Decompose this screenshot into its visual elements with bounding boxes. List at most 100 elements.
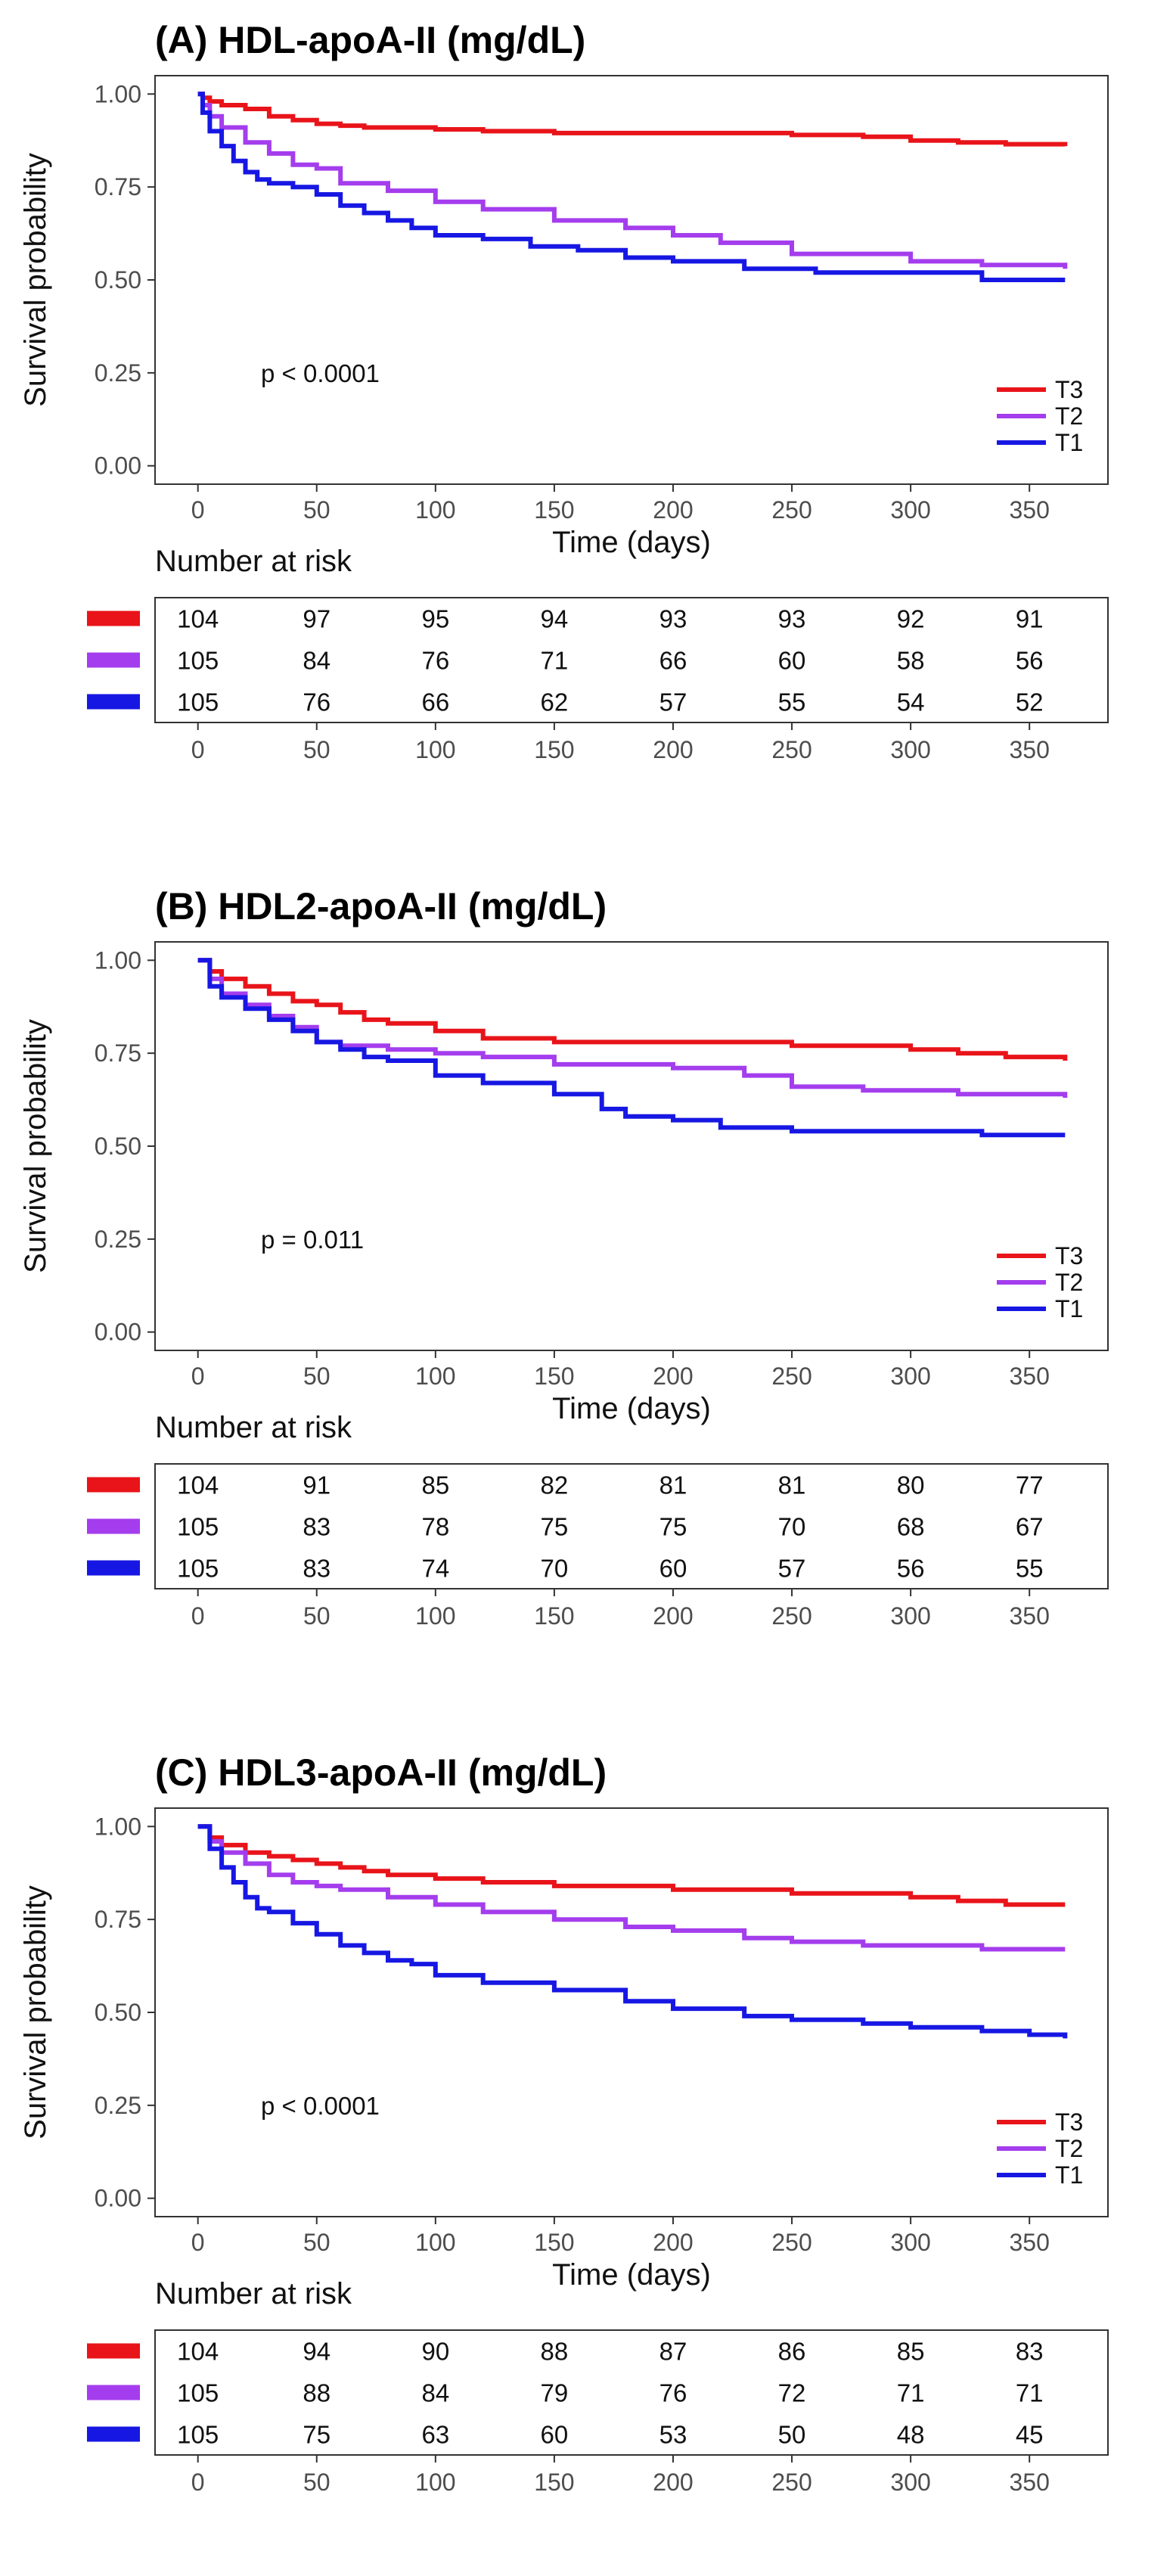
risk-row-color-T1 — [87, 694, 140, 710]
risk-cell: 105 — [177, 647, 219, 675]
risk-cell: 78 — [421, 1513, 449, 1541]
risk-cell: 105 — [177, 1555, 219, 1583]
x-tick-label: 50 — [303, 496, 330, 524]
km-panel-0: (A) HDL-apoA-II (mg/dL) 0.00 0.25 0.50 0.75 1… — [19, 19, 1109, 763]
risk-cell: 94 — [541, 605, 569, 633]
y-tick-label: 1.00 — [95, 80, 141, 107]
risk-row-color-T1 — [87, 2426, 140, 2442]
x-tick-label: 250 — [771, 496, 811, 524]
x-tick-label: 0 — [191, 2229, 205, 2256]
x-tick-label: 0 — [191, 1363, 205, 1390]
x-tick-label: 100 — [415, 1363, 455, 1390]
risk-cell: 70 — [778, 1513, 806, 1541]
x-tick-label: 300 — [890, 2229, 930, 2256]
risk-cell: 55 — [1016, 1555, 1044, 1583]
risk-cell: 97 — [303, 605, 330, 633]
y-tick-label: 0.50 — [95, 1133, 141, 1160]
risk-table-title: Number at risk — [155, 1411, 352, 1444]
y-tick-label: 0.25 — [95, 1226, 141, 1253]
p-value-annotation: p < 0.0001 — [261, 2092, 380, 2120]
y-tick-label: 0.50 — [95, 1999, 141, 2026]
curves — [197, 92, 1068, 282]
x-tick-label: 350 — [1009, 496, 1049, 524]
y-axis-title: Survival probability — [19, 1019, 52, 1273]
x-tick-label: 250 — [771, 1363, 811, 1390]
risk-cell: 70 — [541, 1555, 569, 1583]
risk-cell: 83 — [303, 1513, 330, 1541]
x-axis-title: Time (days) — [552, 526, 711, 559]
risk-cell: 62 — [541, 688, 569, 716]
risk-cell: 66 — [659, 647, 687, 675]
risk-table-title: Number at risk — [155, 2277, 352, 2310]
risk-cell: 72 — [778, 2379, 806, 2407]
x-tick-label: 250 — [771, 2229, 811, 2256]
risk-cell: 94 — [303, 2338, 330, 2366]
risk-cell: 85 — [897, 2338, 925, 2366]
y-tick-label: 0.75 — [95, 173, 141, 200]
risk-cell: 83 — [303, 1555, 330, 1583]
survival-curve-T2 — [197, 1824, 1066, 1952]
risk-cell: 91 — [303, 1471, 330, 1499]
legend-label-T1: T1 — [1055, 1295, 1083, 1322]
y-tick-label: 0.00 — [95, 1319, 141, 1346]
x-tick-label: 350 — [1009, 1363, 1049, 1390]
risk-x-tick-label: 200 — [653, 2469, 693, 2496]
risk-cell: 91 — [1016, 605, 1044, 633]
risk-cell: 85 — [421, 1471, 449, 1499]
risk-cell: 105 — [177, 2379, 219, 2407]
risk-cell: 93 — [659, 605, 687, 633]
y-tick-label: 0.25 — [95, 359, 141, 387]
risk-x-tick-label: 0 — [191, 736, 205, 763]
risk-cell: 77 — [1016, 1471, 1044, 1499]
risk-cell: 79 — [541, 2379, 569, 2407]
x-tick-label: 100 — [415, 496, 455, 524]
risk-cell: 90 — [421, 2338, 449, 2366]
risk-table-title: Number at risk — [155, 545, 352, 578]
legend-label-T3: T3 — [1055, 2108, 1083, 2136]
y-tick-label: 1.00 — [95, 946, 141, 974]
survival-curve-T1 — [197, 1824, 1068, 2039]
p-value-annotation: p < 0.0001 — [261, 359, 380, 387]
x-tick-label: 350 — [1009, 2229, 1049, 2256]
risk-cell: 48 — [897, 2421, 925, 2449]
survival-curve-T3 — [197, 1824, 1066, 1907]
risk-cell: 93 — [778, 605, 806, 633]
y-tick-label: 1.00 — [95, 1813, 141, 1840]
risk-cell: 57 — [659, 688, 687, 716]
risk-row-color-T3 — [87, 1477, 140, 1493]
x-tick-label: 200 — [653, 496, 693, 524]
risk-row-color-T1 — [87, 1560, 140, 1576]
risk-cell: 53 — [659, 2421, 687, 2449]
risk-cell: 76 — [659, 2379, 687, 2407]
survival-curve-T1 — [197, 92, 1066, 282]
risk-x-tick-label: 300 — [890, 2469, 930, 2496]
legend-label-T3: T3 — [1055, 1242, 1083, 1269]
risk-cell: 81 — [778, 1471, 806, 1499]
panel-title: (A) HDL-apoA-II (mg/dL) — [155, 19, 585, 61]
risk-x-tick-label: 250 — [771, 1602, 811, 1630]
legend-label-T1: T1 — [1055, 429, 1083, 456]
p-value-annotation: p = 0.011 — [261, 1226, 364, 1254]
x-axis-title: Time (days) — [552, 2258, 711, 2292]
risk-cell: 66 — [421, 688, 449, 716]
risk-cell: 75 — [541, 1513, 569, 1541]
survival-curve-T2 — [197, 92, 1068, 269]
x-tick-label: 200 — [653, 2229, 693, 2256]
risk-cell: 105 — [177, 2421, 219, 2449]
x-tick-label: 50 — [303, 2229, 330, 2256]
risk-x-tick-label: 100 — [415, 2469, 455, 2496]
y-tick-label: 0.75 — [95, 1039, 141, 1067]
risk-cell: 95 — [421, 605, 449, 633]
risk-row-color-T2 — [87, 2385, 140, 2400]
risk-cell: 82 — [541, 1471, 569, 1499]
risk-cell: 81 — [659, 1471, 687, 1499]
risk-cell: 60 — [778, 647, 806, 675]
survival-curve-T1 — [197, 958, 1066, 1138]
risk-x-tick-label: 300 — [890, 736, 930, 763]
risk-x-tick-label: 300 — [890, 1602, 930, 1630]
risk-x-tick-label: 150 — [534, 1602, 574, 1630]
risk-cell: 104 — [177, 605, 219, 633]
y-axis-title: Survival probability — [19, 153, 52, 407]
risk-cell: 84 — [421, 2379, 449, 2407]
